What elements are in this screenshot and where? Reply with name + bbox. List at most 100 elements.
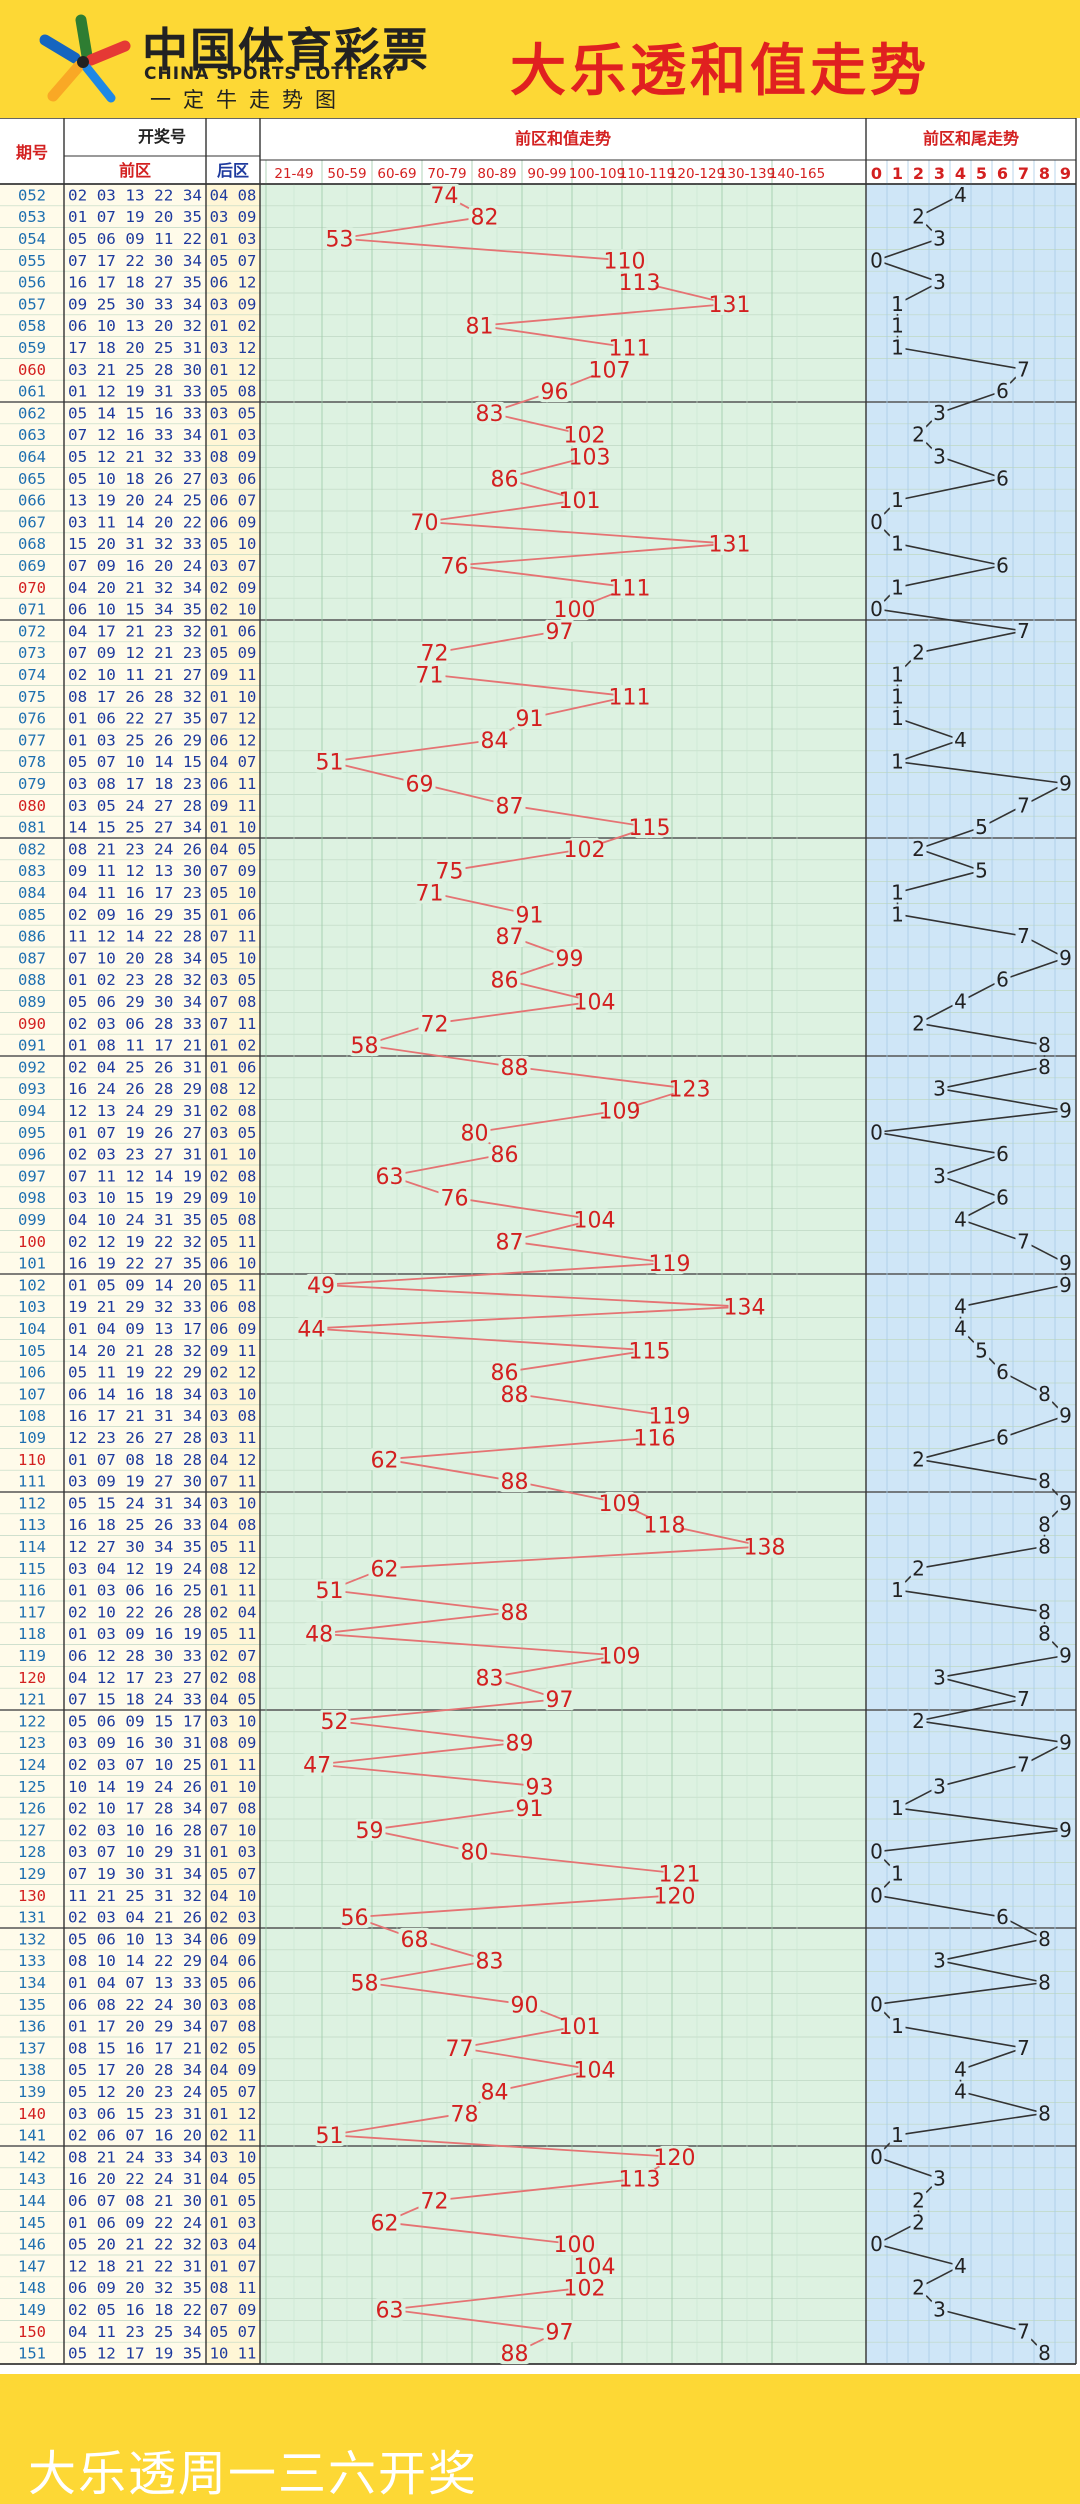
tail-value: 9: [1059, 1491, 1072, 1515]
back-numbers: 05 09: [210, 644, 257, 662]
sum-value: 88: [501, 1601, 529, 1626]
issue-number: 091: [18, 1037, 46, 1055]
band-label-140-165: 140-165: [769, 166, 825, 182]
sum-value: 87: [496, 1230, 524, 1255]
back-numbers: 01 05: [210, 2192, 257, 2210]
tail-trend-segment: [939, 455, 1003, 480]
tail-value: 1: [891, 488, 904, 512]
front-numbers: 07 10 20 28 34: [68, 949, 202, 967]
back-numbers: 06 07: [210, 492, 257, 510]
back-numbers: 01 10: [210, 819, 257, 837]
sum-value: 74: [431, 184, 459, 209]
tail-trend-segment: [897, 739, 961, 763]
issue-number: 138: [18, 2061, 46, 2079]
issue-number: 088: [18, 971, 46, 989]
front-numbers: 14 15 25 27 34: [68, 819, 202, 837]
back-numbers: 01 07: [210, 2257, 257, 2275]
sum-trend-segment: [514, 1393, 670, 1417]
front-numbers: 02 03 07 10 25: [68, 1756, 202, 1774]
sum-label-bg: [438, 554, 471, 577]
front-numbers: 14 20 21 28 32: [68, 1342, 202, 1360]
sum-label-bg: [653, 1252, 686, 1275]
sum-trend-segment: [320, 1262, 670, 1286]
sum-label-bg: [568, 837, 601, 860]
tail-digit-label-1: 1: [892, 164, 903, 183]
front-numbers: 07 15 18 24 33: [68, 1691, 202, 1709]
back-numbers: 03 06: [210, 470, 257, 488]
sum-label-bg: [303, 1622, 336, 1645]
sum-value: 91: [516, 707, 544, 732]
front-numbers: 04 10 24 31 35: [68, 1211, 202, 1229]
issue-number: 067: [18, 513, 46, 531]
issue-number: 094: [18, 1102, 46, 1120]
sum-value: 83: [476, 1950, 504, 1975]
sum-trend-segment: [329, 2134, 675, 2158]
tail-label-bg: [994, 1144, 1011, 1165]
sum-value: 59: [356, 1819, 384, 1844]
tail-digit-label-6: 6: [997, 164, 1008, 183]
sum-value: 97: [546, 1688, 574, 1713]
tail-value: 7: [1017, 619, 1030, 643]
sum-value: 97: [546, 620, 574, 645]
sum-label-bg: [613, 576, 646, 599]
issue-number: 151: [18, 2345, 46, 2363]
tail-value: 6: [996, 1905, 1009, 1929]
back-numbers: 02 05: [210, 2039, 257, 2057]
issue-number: 150: [18, 2323, 46, 2341]
sum-value: 88: [501, 1383, 529, 1408]
sum-label-bg: [513, 1797, 546, 1820]
issue-number: 109: [18, 1429, 46, 1447]
front-numbers: 02 03 04 21 26: [68, 1909, 202, 1927]
issue-number: 068: [18, 535, 46, 553]
sum-value: 63: [376, 1165, 404, 1190]
back-numbers: 01 03: [210, 426, 257, 444]
tail-label-bg: [1015, 2037, 1032, 2058]
front-numbers: 09 11 12 13 30: [68, 862, 202, 880]
front-numbers: 12 18 21 22 31: [68, 2257, 202, 2275]
tail-trend-segment: [897, 542, 1003, 567]
sum-value: 71: [416, 882, 444, 907]
back-numbers: 05 07: [210, 2083, 257, 2101]
front-numbers: 05 12 17 19 35: [68, 2345, 202, 2363]
tail-label-bg: [889, 1863, 906, 1884]
tail-label-bg: [952, 729, 969, 750]
tail-value: 3: [933, 2167, 946, 2191]
back-numbers: 04 08: [210, 1516, 257, 1534]
front-numbers: 08 10 14 22 29: [68, 1952, 202, 1970]
sum-value: 109: [599, 1100, 641, 1125]
back-numbers: 01 11: [210, 1582, 257, 1600]
tail-label-bg: [1036, 1035, 1053, 1056]
sum-label-bg: [478, 728, 511, 751]
sum-trend-segment: [454, 1196, 595, 1221]
sum-value: 83: [476, 1666, 504, 1691]
sum-trend-segment: [514, 1066, 690, 1090]
back-numbers: 02 04: [210, 1603, 257, 1621]
front-numbers: 01 03 25 26 29: [68, 731, 202, 749]
tail-value: 9: [1059, 1644, 1072, 1668]
issue-number: 086: [18, 928, 46, 946]
tail-value: 0: [870, 248, 883, 272]
sum-value: 84: [481, 2081, 509, 2106]
sum-value: 81: [466, 315, 494, 340]
tail-label-bg: [910, 1558, 927, 1579]
sum-label-bg: [498, 1055, 531, 1078]
front-numbers: 19 21 29 32 33: [68, 1298, 202, 1316]
tail-digit-label-2: 2: [913, 164, 924, 183]
issue-number: 081: [18, 819, 46, 837]
tail-label-bg: [868, 599, 885, 620]
sum-trend-segment: [504, 1349, 650, 1373]
sum-value: 115: [629, 1339, 671, 1364]
sum-value: 68: [401, 1928, 429, 1953]
sum-value: 76: [441, 1187, 469, 1212]
issue-number: 055: [18, 252, 46, 270]
draw-header: 开奖号: [138, 127, 186, 146]
front-numbers: 05 12 21 32 33: [68, 448, 202, 466]
tail-label-bg: [1015, 1754, 1032, 1775]
sum-label-bg: [488, 467, 521, 490]
tail-value: 8: [1038, 1622, 1051, 1646]
sum-label-bg: [558, 2233, 591, 2256]
front-numbers: 02 05 16 18 22: [68, 2301, 202, 2319]
sum-label-bg: [578, 2058, 611, 2081]
tail-label-bg: [931, 2299, 948, 2320]
